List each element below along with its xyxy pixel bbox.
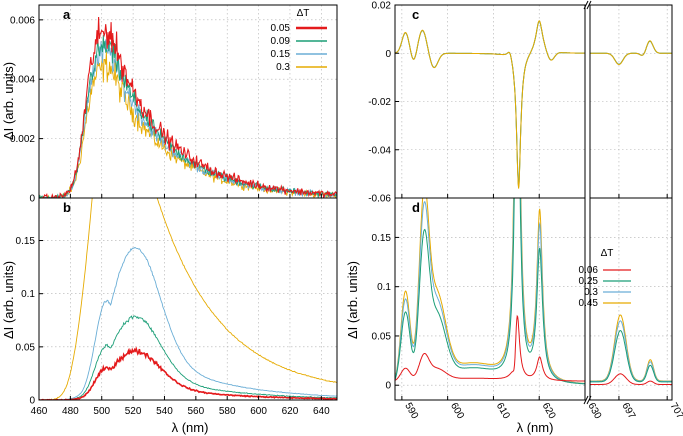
tick-label-c-y--0.02: -0.02 bbox=[368, 97, 391, 108]
panel-a-frame bbox=[38, 4, 338, 199]
panel-d-frame-right bbox=[589, 197, 673, 401]
tick-label-b-x-620: 620 bbox=[282, 406, 299, 417]
panel-d-plot-right bbox=[590, 314, 672, 385]
tick-label-b-x-580: 580 bbox=[219, 406, 236, 417]
series-a-0.09 bbox=[39, 32, 337, 198]
legend-d-title: ΔT bbox=[601, 248, 614, 259]
tick-label-d-x-610: 610 bbox=[494, 401, 512, 421]
y-axis-label-d: ΔI (arb. units) bbox=[345, 261, 360, 339]
tick-label-b-x-600: 600 bbox=[250, 406, 267, 417]
legend-a-label-0.09: 0.09 bbox=[271, 36, 291, 47]
tick-label-a-y-0.004: 0.004 bbox=[10, 75, 35, 86]
tick-label-a-y-0.006: 0.006 bbox=[10, 15, 35, 26]
legend-a-label-0.15: 0.15 bbox=[271, 49, 291, 60]
legend-a-label-0.05: 0.05 bbox=[271, 23, 291, 34]
panel-d-frame-left bbox=[394, 197, 586, 401]
panel-b-plot bbox=[39, 198, 337, 400]
x-axis-label-left: λ (nm) bbox=[172, 420, 209, 435]
y-axis-label-a: ΔI (arb. units) bbox=[1, 62, 16, 140]
panel-a-plot bbox=[39, 16, 337, 198]
series-d-left-0.45 bbox=[395, 198, 585, 384]
tick-label-b-x-540: 540 bbox=[156, 406, 173, 417]
tick-label-c-y-0: 0 bbox=[385, 49, 391, 60]
axis-break-mark bbox=[583, 0, 589, 10]
axis-break-mark bbox=[586, 395, 592, 405]
tick-label-c-y--0.04: -0.04 bbox=[368, 145, 391, 156]
panel-label-b: b bbox=[63, 200, 71, 215]
series-d-right-0.06 bbox=[590, 373, 672, 385]
legend-d-label-0.25: 0.25 bbox=[579, 276, 599, 287]
panel-label-c: c bbox=[412, 7, 419, 22]
tick-label-d-y-0.1: 0.1 bbox=[377, 282, 391, 293]
series-c-left-2 bbox=[395, 20, 585, 189]
series-b-0.05 bbox=[39, 346, 337, 400]
series-d-left-0.3 bbox=[395, 198, 585, 384]
tick-label-b-x-480: 480 bbox=[62, 406, 79, 417]
tick-label-b-x-640: 640 bbox=[313, 406, 330, 417]
axis-break-mark bbox=[586, 0, 592, 10]
tick-label-d-x-697: 697 bbox=[619, 401, 637, 421]
panel-c-plot-left bbox=[395, 20, 585, 189]
legend-a-label-0.3: 0.3 bbox=[276, 62, 290, 73]
tick-label-d-x-590: 590 bbox=[402, 401, 420, 421]
axis-break-mark bbox=[583, 395, 589, 405]
tick-label-b-x-500: 500 bbox=[93, 406, 110, 417]
tick-label-d-x-707: 707 bbox=[668, 401, 683, 421]
tick-label-b-x-460: 460 bbox=[31, 406, 48, 417]
series-d-left-0.06 bbox=[395, 314, 585, 382]
tick-label-b-y-0.15: 0.15 bbox=[16, 236, 36, 247]
series-d-right-0.3 bbox=[590, 320, 672, 382]
tick-label-d-y-0.15: 0.15 bbox=[372, 233, 392, 244]
series-b-0.3 bbox=[39, 198, 337, 400]
tick-label-d-x-630: 630 bbox=[585, 401, 603, 421]
series-d-left-0.25 bbox=[395, 198, 585, 385]
x-axis-label-right: λ (nm) bbox=[517, 420, 554, 435]
legend-a-title: ΔT bbox=[297, 8, 310, 19]
tick-label-c-y-min: -0.06 bbox=[368, 194, 391, 205]
tick-label-a-y-0: 0 bbox=[29, 194, 35, 205]
series-c-left-0 bbox=[395, 20, 585, 186]
panel-c-plot-right bbox=[590, 40, 672, 65]
series-b-0.15 bbox=[39, 246, 337, 400]
panel-d-plot-left bbox=[395, 198, 585, 385]
series-d-right-0.25 bbox=[590, 330, 672, 383]
tick-label-b-x-560: 560 bbox=[187, 406, 204, 417]
tick-label-c-y-0.02: 0.02 bbox=[372, 1, 392, 12]
legend-d-label-0.45: 0.45 bbox=[579, 298, 599, 309]
tick-label-d-y-0.05: 0.05 bbox=[372, 331, 392, 342]
panel-label-d: d bbox=[412, 200, 420, 215]
panel-b-frame bbox=[38, 197, 338, 401]
tick-label-d-x-600: 600 bbox=[448, 401, 466, 421]
tick-label-a-y-0.002: 0.002 bbox=[10, 134, 35, 145]
series-a-0.05 bbox=[39, 16, 337, 198]
series-c-left-1 bbox=[395, 20, 585, 188]
series-c-right-2 bbox=[590, 40, 672, 65]
tick-label-b-y-0.05: 0.05 bbox=[16, 342, 36, 353]
tick-label-b-y-0: 0 bbox=[29, 396, 35, 407]
tick-label-d-x-620: 620 bbox=[540, 401, 558, 421]
series-b-0.09 bbox=[39, 315, 337, 400]
y-axis-label-b: ΔI (arb. units) bbox=[1, 261, 16, 339]
tick-label-d-y-0: 0 bbox=[385, 381, 391, 392]
tick-label-b-x-520: 520 bbox=[125, 406, 142, 417]
tick-label-b-y-0.1: 0.1 bbox=[21, 289, 35, 300]
panel-label-a: a bbox=[63, 7, 71, 22]
legend-d-label-0.3: 0.3 bbox=[584, 287, 598, 298]
legend-d-label-0.06: 0.06 bbox=[579, 265, 599, 276]
